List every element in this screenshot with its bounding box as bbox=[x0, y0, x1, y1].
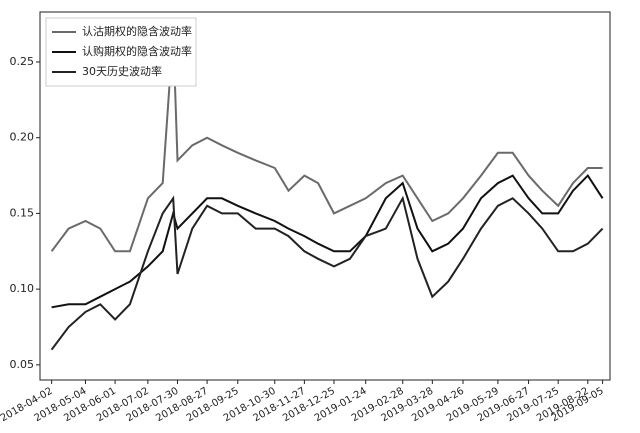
legend-label: 30天历史波动率 bbox=[82, 64, 162, 78]
series-line bbox=[50, 31, 603, 253]
legend-label: 认购期权的隐含波动率 bbox=[82, 44, 192, 58]
y-tick-label: 0.20 bbox=[10, 131, 35, 144]
legend-label: 认沽期权的隐含波动率 bbox=[82, 24, 192, 38]
y-tick-label: 0.15 bbox=[10, 206, 35, 219]
y-tick-label: 0.10 bbox=[10, 282, 35, 295]
y-tick-label: 0.25 bbox=[10, 55, 35, 68]
plot-frame bbox=[39, 11, 611, 381]
y-tick-label: 0.05 bbox=[10, 358, 35, 371]
series-line bbox=[51, 174, 604, 309]
series-line bbox=[50, 195, 604, 351]
